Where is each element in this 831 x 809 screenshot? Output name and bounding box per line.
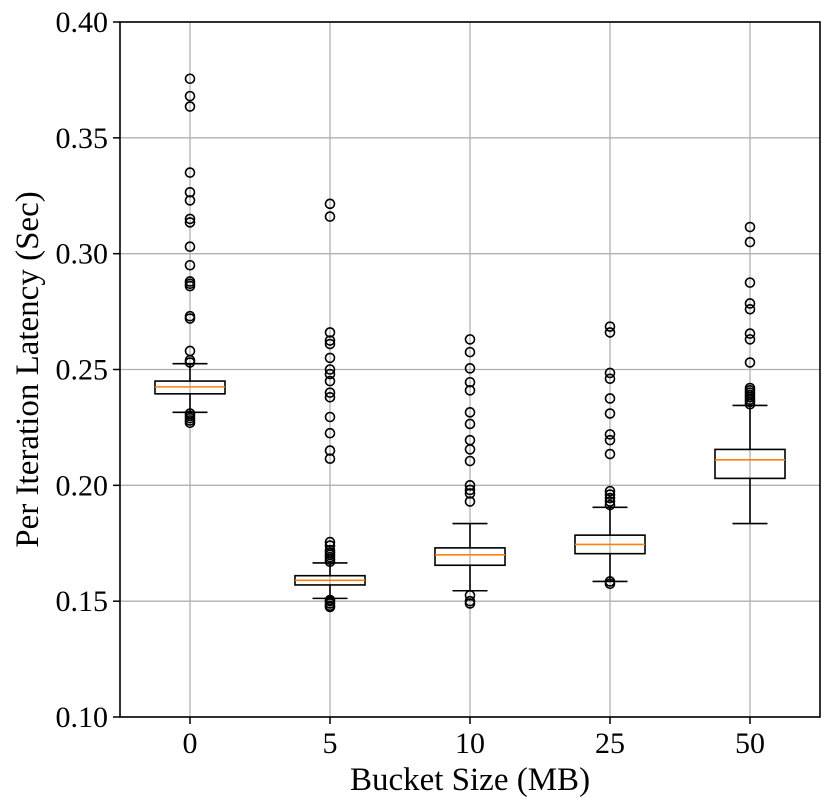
y-tick-label: 0.30	[56, 238, 109, 271]
outlier-point	[604, 576, 616, 587]
outlier-point	[324, 352, 336, 364]
outlier-point	[744, 334, 756, 345]
y-tick-label: 0.15	[56, 585, 109, 618]
outlier-point	[604, 499, 616, 511]
outlier-point	[184, 408, 196, 419]
outlier-point	[464, 334, 476, 345]
outlier-point	[324, 594, 336, 606]
outlier-point	[604, 429, 616, 440]
outlier-point	[464, 346, 476, 358]
box-10	[434, 334, 506, 609]
x-tick-label: 5	[323, 727, 338, 760]
outlier-point	[464, 484, 476, 496]
y-tick-label: 0.25	[56, 354, 109, 387]
x-tick-label: 10	[455, 727, 485, 760]
axis-ticks: 0.10 0.15 0.20 0.25 0.30 0.35 0.40 0 5 10 25 50	[56, 6, 766, 760]
outlier-point	[604, 393, 616, 404]
outlier-point	[744, 382, 756, 394]
outlier-point	[324, 198, 336, 210]
outlier-point	[464, 595, 476, 607]
outlier-point	[464, 590, 476, 601]
outlier-point	[324, 391, 336, 403]
x-tick-label: 25	[595, 727, 625, 760]
x-tick-label: 50	[735, 727, 765, 760]
outlier-point	[464, 496, 476, 507]
outlier-point	[464, 376, 476, 388]
y-tick-label: 0.35	[56, 122, 109, 155]
outlier-point	[604, 489, 616, 500]
outlier-point	[324, 211, 336, 222]
box-25	[574, 321, 646, 590]
outlier-point	[324, 540, 336, 551]
outlier-point	[744, 357, 756, 368]
outlier-point	[464, 480, 476, 491]
outlier-point	[744, 303, 756, 315]
outlier-point	[324, 387, 336, 398]
outlier-point	[184, 310, 196, 322]
outlier-point	[604, 496, 616, 507]
outlier-point	[604, 408, 616, 419]
outlier-point	[324, 338, 336, 350]
outlier-point	[604, 367, 616, 379]
outlier-point	[744, 236, 756, 248]
outlier-point	[744, 328, 756, 339]
x-axis-label: Bucket Size (MB)	[350, 762, 590, 798]
y-tick-label: 0.40	[56, 6, 109, 39]
outlier-point	[324, 364, 336, 375]
outlier-point	[324, 445, 336, 456]
outlier-point	[464, 385, 476, 396]
gridlines	[120, 21, 820, 718]
outlier-point	[324, 368, 336, 380]
outlier-point	[184, 101, 196, 112]
outlier-point	[464, 455, 476, 467]
outlier-point	[324, 327, 336, 338]
outlier-point	[324, 375, 336, 387]
outlier-point	[604, 373, 616, 385]
outlier-point	[744, 221, 756, 233]
outlier-point	[604, 448, 616, 460]
outlier-point	[464, 363, 476, 374]
outlier-point	[324, 453, 336, 464]
outlier-point	[464, 434, 476, 446]
outlier-point	[324, 335, 336, 346]
box-5	[294, 198, 366, 613]
outlier-point	[324, 411, 336, 423]
box-series	[154, 73, 786, 613]
outlier-point	[324, 536, 336, 548]
outlier-point	[604, 434, 616, 446]
outlier-point	[604, 492, 616, 504]
x-tick-label: 0	[183, 727, 198, 760]
iqr-box	[714, 448, 786, 480]
outlier-point	[744, 277, 756, 288]
outlier-point	[184, 345, 196, 357]
box-0	[154, 73, 226, 429]
outlier-point	[184, 241, 196, 253]
outlier-point	[604, 485, 616, 497]
outlier-point	[184, 195, 196, 206]
outlier-point	[604, 321, 616, 332]
y-tick-label: 0.20	[56, 469, 109, 502]
outlier-point	[464, 418, 476, 430]
y-tick-label: 0.10	[56, 701, 109, 734]
outlier-point	[184, 217, 196, 228]
outlier-point	[184, 90, 196, 102]
outlier-point	[324, 544, 336, 556]
outlier-point	[184, 276, 196, 287]
outlier-point	[184, 186, 196, 198]
iqr-box	[434, 547, 506, 567]
outlier-point	[604, 327, 616, 338]
outlier-point	[184, 259, 196, 271]
y-axis-label: Per Iteration Latency (Sec)	[10, 191, 46, 547]
outlier-point	[464, 407, 476, 418]
outlier-point	[184, 167, 196, 178]
outlier-point	[324, 427, 336, 439]
outlier-point	[744, 298, 756, 309]
outlier-point	[184, 213, 196, 225]
outlier-point	[464, 488, 476, 499]
box-50	[714, 221, 786, 525]
outlier-point	[184, 73, 196, 85]
